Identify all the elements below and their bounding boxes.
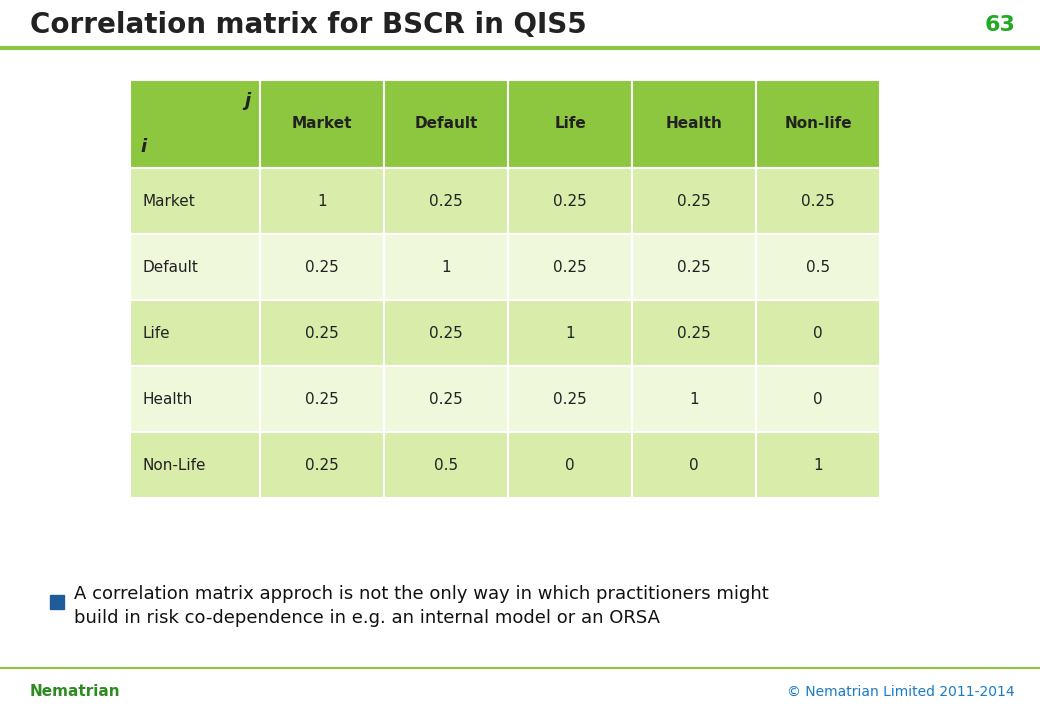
Bar bbox=[508, 366, 632, 432]
Bar bbox=[130, 432, 260, 498]
Text: i: i bbox=[140, 138, 147, 156]
Bar bbox=[130, 300, 260, 366]
Text: 0.25: 0.25 bbox=[553, 194, 587, 209]
Bar bbox=[508, 432, 632, 498]
Text: 0.5: 0.5 bbox=[434, 457, 458, 472]
Bar bbox=[756, 366, 880, 432]
Text: Health: Health bbox=[142, 392, 192, 407]
Bar bbox=[632, 234, 756, 300]
Bar bbox=[260, 80, 384, 168]
Text: Correlation matrix for BSCR in QIS5: Correlation matrix for BSCR in QIS5 bbox=[30, 11, 587, 39]
Text: j: j bbox=[243, 92, 250, 110]
Text: Life: Life bbox=[142, 325, 170, 341]
Text: 0.5: 0.5 bbox=[806, 259, 830, 274]
Text: Nematrian: Nematrian bbox=[30, 685, 121, 700]
Bar bbox=[756, 80, 880, 168]
Bar bbox=[632, 80, 756, 168]
Bar bbox=[130, 168, 260, 234]
Bar bbox=[632, 432, 756, 498]
Bar bbox=[260, 168, 384, 234]
Bar bbox=[130, 80, 260, 168]
Text: 0.25: 0.25 bbox=[553, 259, 587, 274]
Text: 1: 1 bbox=[317, 194, 327, 209]
Text: Life: Life bbox=[554, 117, 586, 132]
Bar bbox=[508, 234, 632, 300]
Text: 0.25: 0.25 bbox=[305, 325, 339, 341]
Text: A correlation matrix approch is not the only way in which practitioners might: A correlation matrix approch is not the … bbox=[74, 585, 769, 603]
Text: Default: Default bbox=[142, 259, 198, 274]
Bar bbox=[50, 595, 64, 609]
Bar bbox=[508, 168, 632, 234]
Text: 0.25: 0.25 bbox=[677, 325, 711, 341]
Text: 0: 0 bbox=[813, 325, 823, 341]
Text: 1: 1 bbox=[813, 457, 823, 472]
Text: Default: Default bbox=[414, 117, 477, 132]
Bar bbox=[384, 432, 508, 498]
Bar bbox=[632, 300, 756, 366]
Text: 0.25: 0.25 bbox=[305, 259, 339, 274]
Text: © Nematrian Limited 2011-2014: © Nematrian Limited 2011-2014 bbox=[787, 685, 1015, 699]
Text: 0.25: 0.25 bbox=[677, 259, 711, 274]
Text: 0.25: 0.25 bbox=[430, 325, 463, 341]
Bar bbox=[384, 168, 508, 234]
Text: 0: 0 bbox=[565, 457, 575, 472]
Bar bbox=[130, 234, 260, 300]
Bar bbox=[384, 234, 508, 300]
Bar bbox=[756, 234, 880, 300]
Bar bbox=[756, 432, 880, 498]
Bar bbox=[632, 366, 756, 432]
Text: 0.25: 0.25 bbox=[430, 194, 463, 209]
Text: Market: Market bbox=[292, 117, 353, 132]
Bar bbox=[508, 80, 632, 168]
Text: 0.25: 0.25 bbox=[430, 392, 463, 407]
Bar bbox=[632, 168, 756, 234]
Text: 0.25: 0.25 bbox=[677, 194, 711, 209]
Text: 0.25: 0.25 bbox=[305, 457, 339, 472]
Text: 1: 1 bbox=[441, 259, 450, 274]
Bar bbox=[260, 366, 384, 432]
Bar bbox=[756, 168, 880, 234]
Bar bbox=[260, 300, 384, 366]
Text: 63: 63 bbox=[984, 15, 1015, 35]
Text: 1: 1 bbox=[690, 392, 699, 407]
Bar bbox=[508, 300, 632, 366]
Text: 0.25: 0.25 bbox=[305, 392, 339, 407]
Bar bbox=[384, 80, 508, 168]
Text: 1: 1 bbox=[565, 325, 575, 341]
Text: 0.25: 0.25 bbox=[553, 392, 587, 407]
Bar bbox=[260, 432, 384, 498]
Text: Non-Life: Non-Life bbox=[142, 457, 206, 472]
Text: 0.25: 0.25 bbox=[801, 194, 835, 209]
Text: Non-life: Non-life bbox=[784, 117, 852, 132]
Bar bbox=[260, 234, 384, 300]
Text: 0: 0 bbox=[690, 457, 699, 472]
Text: Market: Market bbox=[142, 194, 194, 209]
Text: build in risk co-dependence in e.g. an internal model or an ORSA: build in risk co-dependence in e.g. an i… bbox=[74, 609, 660, 627]
Bar bbox=[384, 300, 508, 366]
Text: 0: 0 bbox=[813, 392, 823, 407]
Bar bbox=[384, 366, 508, 432]
Bar bbox=[130, 366, 260, 432]
Text: Health: Health bbox=[666, 117, 723, 132]
Bar bbox=[756, 300, 880, 366]
